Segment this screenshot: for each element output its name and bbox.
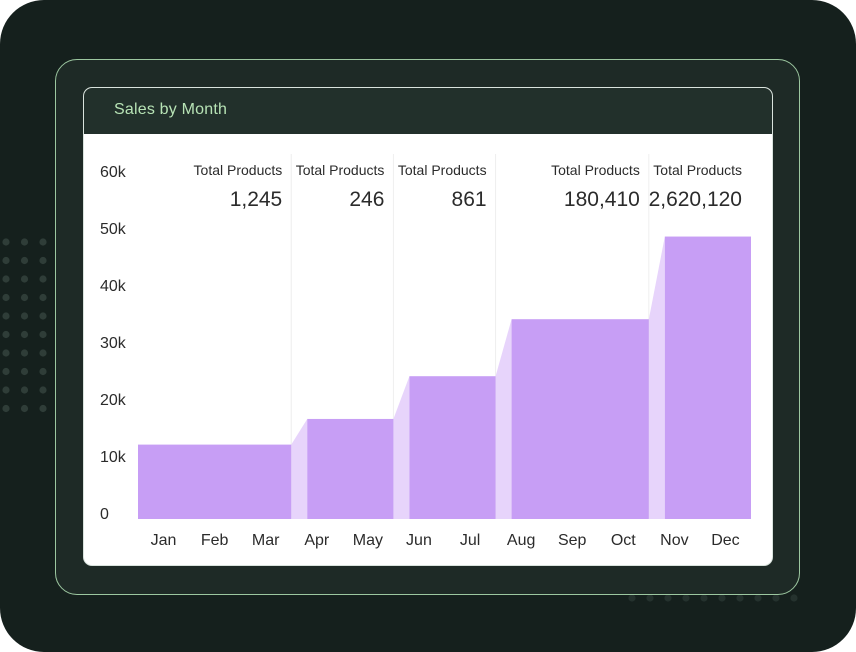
- y-tick-label: 50k: [100, 221, 127, 238]
- decorative-dot: [20, 367, 29, 376]
- card-title: Sales by Month: [114, 101, 228, 118]
- decorative-dot: [2, 367, 10, 376]
- x-tick-label: Sep: [558, 532, 587, 549]
- decorative-dot: [20, 404, 29, 413]
- decorative-dot: [736, 594, 744, 602]
- x-tick-label: Aug: [507, 532, 535, 549]
- y-tick-label: 0: [100, 506, 109, 523]
- y-tick-label: 10k: [100, 449, 127, 466]
- y-tick-label: 30k: [100, 335, 127, 352]
- decorative-dot: [664, 594, 672, 602]
- decorative-dot: [20, 275, 29, 283]
- decorative-dot: [682, 594, 690, 602]
- decorative-dot: [20, 330, 29, 339]
- decorative-dot: [2, 293, 10, 302]
- decorative-dot: [2, 330, 10, 339]
- decorative-dot: [39, 312, 47, 320]
- decorative-dot: [39, 367, 47, 376]
- decorative-dot: [790, 594, 798, 602]
- kpi-value: 246: [349, 188, 384, 211]
- transition-area: [648, 236, 665, 520]
- decorative-dot: [20, 293, 29, 302]
- decorative-dot: [39, 293, 47, 302]
- bar-nov-dec: [664, 236, 751, 520]
- decorative-dot: [2, 256, 10, 265]
- decorative-dot: [39, 256, 47, 265]
- y-tick-label: 60k: [100, 164, 127, 181]
- decorative-dot: [39, 275, 47, 283]
- y-tick-label: 40k: [100, 278, 127, 295]
- x-tick-label: Jun: [406, 532, 432, 549]
- decorative-dot: [646, 594, 654, 602]
- transition-area: [393, 376, 410, 519]
- decorative-dot: [772, 594, 780, 602]
- decorative-dot: [718, 594, 726, 602]
- card-header: Sales by Month: [84, 88, 772, 134]
- kpi-value: 180,410: [564, 188, 640, 211]
- x-tick-label: May: [353, 532, 383, 549]
- decorative-dot: [39, 349, 47, 357]
- decorative-dot: [2, 238, 10, 246]
- kpi-label: Total Products: [296, 162, 385, 178]
- decorative-dot: [20, 312, 29, 320]
- decorative-dot: [2, 275, 10, 283]
- decorative-dot: [2, 404, 10, 413]
- decorative-dot: [20, 349, 29, 357]
- kpi-value: 1,245: [230, 188, 283, 211]
- kpi-label: Total Products: [398, 162, 487, 178]
- bar-jun-jul: [409, 376, 496, 519]
- x-tick-label: Oct: [611, 532, 636, 549]
- decorative-dot: [2, 312, 10, 320]
- decorative-dot: [700, 594, 708, 602]
- decorative-dot: [39, 386, 47, 394]
- x-tick-label: Feb: [201, 532, 229, 549]
- decorative-dot: [754, 594, 762, 602]
- kpi-value: 2,620,120: [649, 188, 742, 211]
- decorative-dot: [628, 594, 636, 602]
- kpi-label: Total Products: [551, 162, 640, 178]
- x-tick-label: Jul: [460, 532, 480, 549]
- x-tick-label: Mar: [252, 532, 280, 549]
- bar-aug-oct: [511, 319, 649, 519]
- kpi-label: Total Products: [653, 162, 742, 178]
- decorative-dot: [39, 330, 47, 339]
- kpi-label: Total Products: [194, 162, 283, 178]
- y-tick-label: 20k: [100, 392, 127, 409]
- decorative-dot: [2, 349, 10, 357]
- sales-chart: 0 10k 20k 30k 40k 50k 60k Jan Feb Mar Apr May Jun Jul…: [100, 154, 751, 549]
- transition-area: [291, 418, 308, 519]
- x-tick-label: Apr: [304, 532, 330, 549]
- decorative-dot: [2, 386, 10, 394]
- x-tick-label: Dec: [711, 532, 739, 549]
- decorative-dots-left: [2, 238, 47, 413]
- x-tick-label: Nov: [660, 532, 688, 549]
- chart-card: Sales by Month 0 10k 20k 30k 40k 50k 60k Jan Feb…: [84, 88, 772, 565]
- kpi-value: 861: [452, 188, 487, 211]
- decorative-dot: [20, 386, 29, 394]
- decorative-dot: [39, 404, 47, 413]
- decorative-dot: [20, 256, 29, 265]
- transition-area: [495, 319, 512, 519]
- x-tick-label: Jan: [151, 532, 177, 549]
- bar-jan-mar: [138, 444, 292, 519]
- decorative-dot: [20, 238, 29, 246]
- decorative-dot: [39, 238, 47, 246]
- bar-apr-may: [307, 418, 394, 519]
